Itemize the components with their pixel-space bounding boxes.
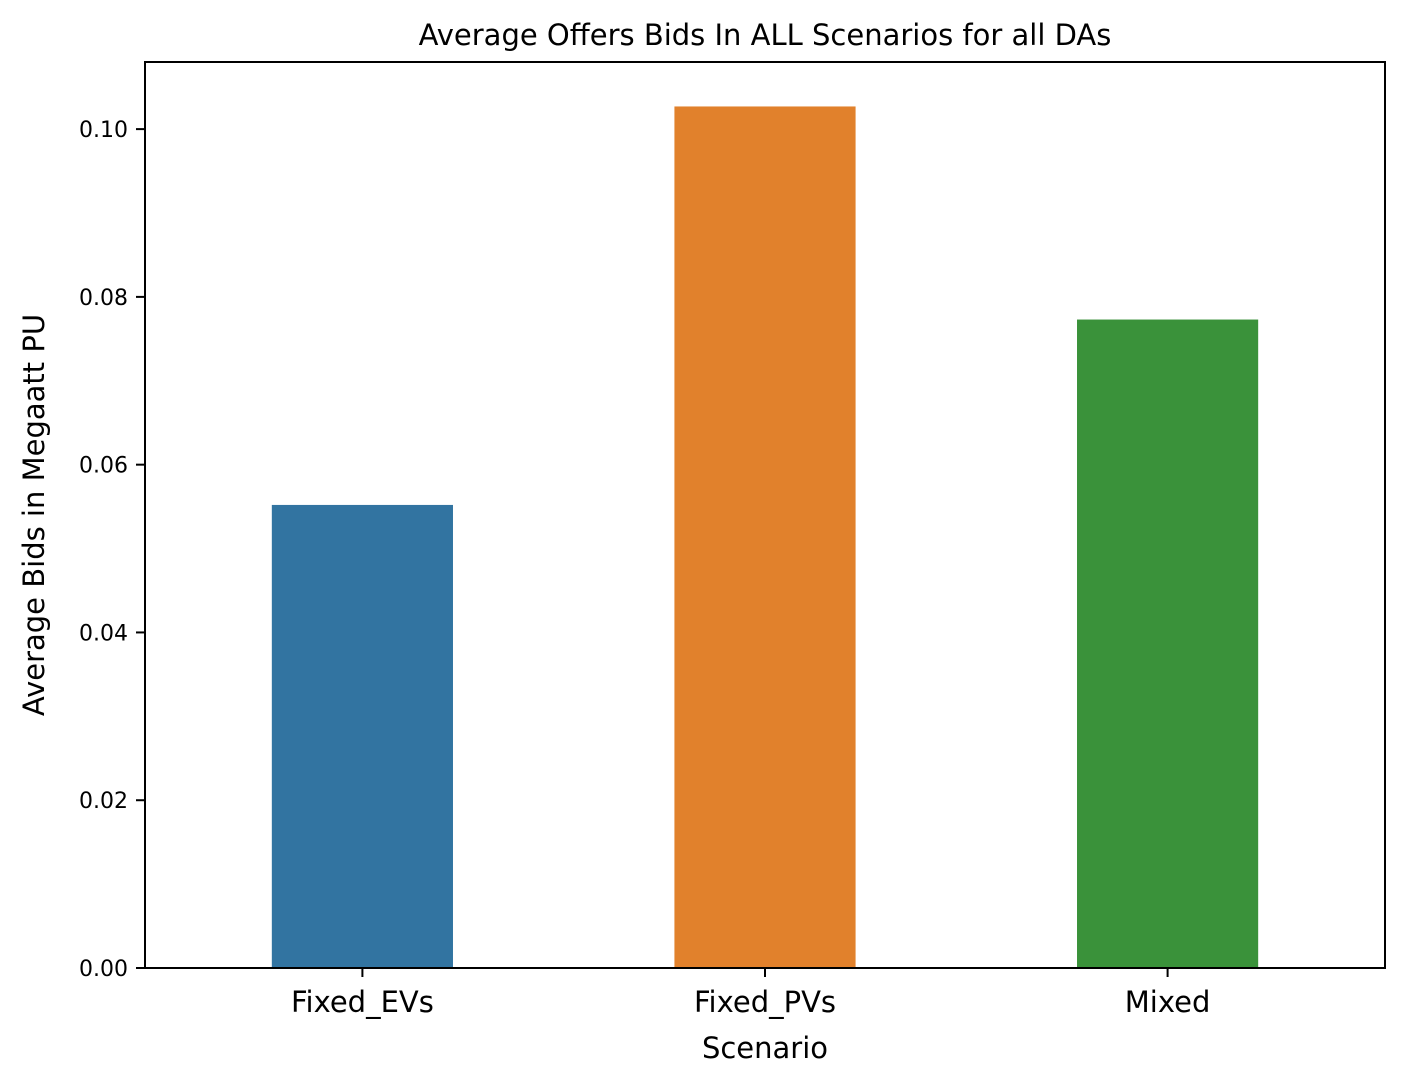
y-tick-label: 0.08 [79, 286, 128, 311]
y-tick-label: 0.02 [79, 789, 128, 814]
y-axis-label: Average Bids in Megaatt PU [17, 314, 51, 716]
bar-fixed-pvs [674, 106, 856, 968]
y-tick-label: 0.10 [79, 118, 128, 143]
bar-mixed [1077, 319, 1259, 968]
y-axis-ticks: 0.00 0.02 0.04 0.06 0.08 0.10 [79, 118, 145, 982]
x-tick-label: Fixed_EVs [291, 985, 434, 1019]
x-axis-label: Scenario [702, 1031, 828, 1065]
x-tick-label: Mixed [1125, 985, 1211, 1019]
chart-title: Average Offers Bids In ALL Scenarios for… [419, 18, 1112, 52]
bars [271, 106, 1259, 968]
y-tick-label: 0.00 [79, 957, 128, 982]
bar-fixed-evs [271, 504, 453, 968]
x-tick-label: Fixed_PVs [694, 985, 836, 1019]
y-tick-label: 0.04 [79, 621, 128, 646]
plot-frame [144, 61, 1386, 969]
y-tick-label: 0.06 [79, 454, 128, 479]
x-axis-ticks: Fixed_EVs Fixed_PVs Mixed [291, 968, 1210, 1019]
